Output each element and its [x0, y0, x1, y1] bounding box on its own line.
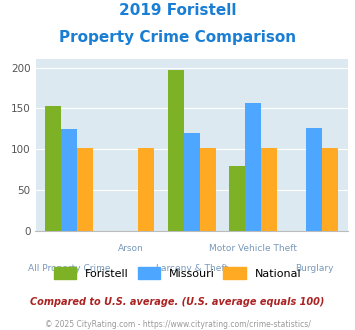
Text: Motor Vehicle Theft: Motor Vehicle Theft: [209, 244, 297, 253]
Bar: [45, 106, 61, 231]
Bar: [261, 148, 277, 231]
Text: Arson: Arson: [118, 244, 143, 253]
Text: 2019 Foristell: 2019 Foristell: [119, 3, 236, 18]
Bar: [168, 70, 184, 231]
Legend: Foristell, Missouri, National: Foristell, Missouri, National: [49, 263, 306, 283]
Bar: [200, 148, 215, 231]
Text: Compared to U.S. average. (U.S. average equals 100): Compared to U.S. average. (U.S. average …: [30, 297, 325, 307]
Bar: [245, 103, 261, 231]
Text: All Property Crime: All Property Crime: [28, 264, 110, 273]
Bar: [229, 166, 245, 231]
Bar: [184, 133, 200, 231]
Text: Larceny & Theft: Larceny & Theft: [155, 264, 228, 273]
Bar: [306, 128, 322, 231]
Text: Property Crime Comparison: Property Crime Comparison: [59, 30, 296, 45]
Bar: [61, 129, 77, 231]
Text: © 2025 CityRating.com - https://www.cityrating.com/crime-statistics/: © 2025 CityRating.com - https://www.city…: [45, 320, 310, 329]
Bar: [77, 148, 93, 231]
Bar: [322, 148, 338, 231]
Bar: [138, 148, 154, 231]
Text: Burglary: Burglary: [295, 264, 333, 273]
